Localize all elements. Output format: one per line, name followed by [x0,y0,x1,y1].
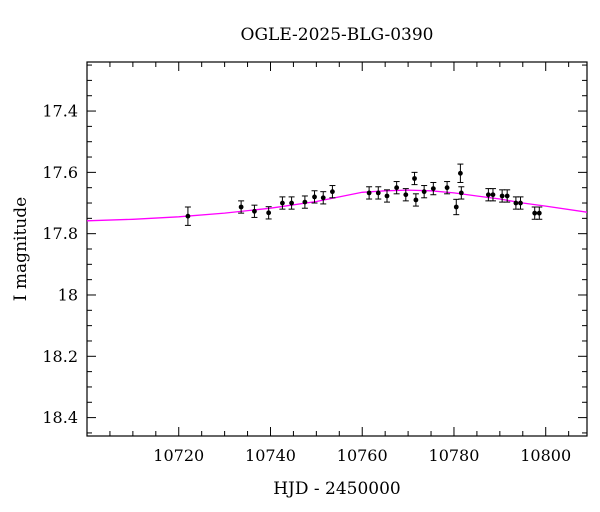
data-point [453,198,460,216]
data-point [384,189,390,203]
data-point [279,196,286,210]
data-point [444,181,451,195]
data-marker [444,185,450,191]
data-marker [312,194,317,200]
data-points [184,163,543,226]
data-point [238,200,245,214]
data-marker [252,208,257,214]
data-marker [280,200,285,206]
data-point [320,191,327,205]
data-point [485,188,492,202]
data-marker [421,189,427,195]
data-marker [238,204,244,210]
data-point [329,185,336,199]
data-marker [536,210,542,216]
data-marker [457,170,463,176]
y-tick-label: 18.2 [42,347,78,366]
major-ticks [87,62,587,436]
data-point [366,186,373,200]
plot-frame [86,61,588,437]
data-marker [532,210,538,216]
data-point [430,181,437,196]
data-marker [458,190,464,196]
data-point [393,181,400,195]
data-point [512,196,519,210]
data-point [402,188,409,202]
x-tick-label: 10800 [520,446,571,465]
data-point [265,206,272,220]
data-marker [499,193,505,199]
y-tick-label: 17.6 [42,163,78,182]
data-point [489,188,496,202]
data-point [251,204,258,218]
model-curve [87,189,587,222]
data-marker [504,193,510,199]
data-marker [302,199,308,205]
data-point [457,163,464,183]
y-tick-label: 18 [58,285,78,304]
data-point [517,196,524,210]
data-marker [394,185,400,191]
data-point [375,186,382,200]
data-marker [375,190,381,196]
x-tick-label: 10780 [429,446,480,465]
data-point [301,195,308,209]
data-marker [330,189,335,195]
x-tick-label: 10740 [245,446,296,465]
y-axis-label: I magnitude [11,197,31,301]
y-tick-labels: 17.4 17.6 17.8 18 18.2 18.4 [42,102,78,428]
data-marker [289,200,294,206]
data-marker [320,195,326,201]
data-point [412,193,419,207]
data-marker [185,213,191,219]
data-marker [513,200,519,206]
data-point [458,186,465,200]
data-point [421,185,428,199]
x-axis-label: HJD - 2450000 [273,479,401,499]
data-point [311,190,318,204]
data-point [411,171,418,186]
data-marker [518,200,523,206]
data-marker [384,193,390,199]
data-marker [266,210,272,216]
x-tick-label: 10760 [337,446,388,465]
chart-title: OGLE-2025-BLG-0390 [241,25,434,45]
data-point [288,196,295,210]
x-tick-label: 10720 [153,446,204,465]
data-marker [403,192,409,198]
data-marker [366,190,372,196]
minor-ticks [87,62,587,436]
data-point [184,206,191,226]
data-marker [413,197,419,203]
data-point [499,189,506,203]
y-tick-label: 17.8 [42,224,78,243]
data-point [504,189,511,203]
y-tick-label: 18.4 [42,408,78,427]
data-point [531,206,538,220]
data-marker [430,186,436,192]
y-tick-label: 17.4 [42,102,78,121]
data-marker [490,192,496,198]
data-marker [412,176,417,181]
data-marker [453,204,459,210]
data-marker [485,192,491,198]
data-point [536,206,543,220]
x-tick-labels: 10720 10740 10760 10780 10800 [153,446,571,465]
